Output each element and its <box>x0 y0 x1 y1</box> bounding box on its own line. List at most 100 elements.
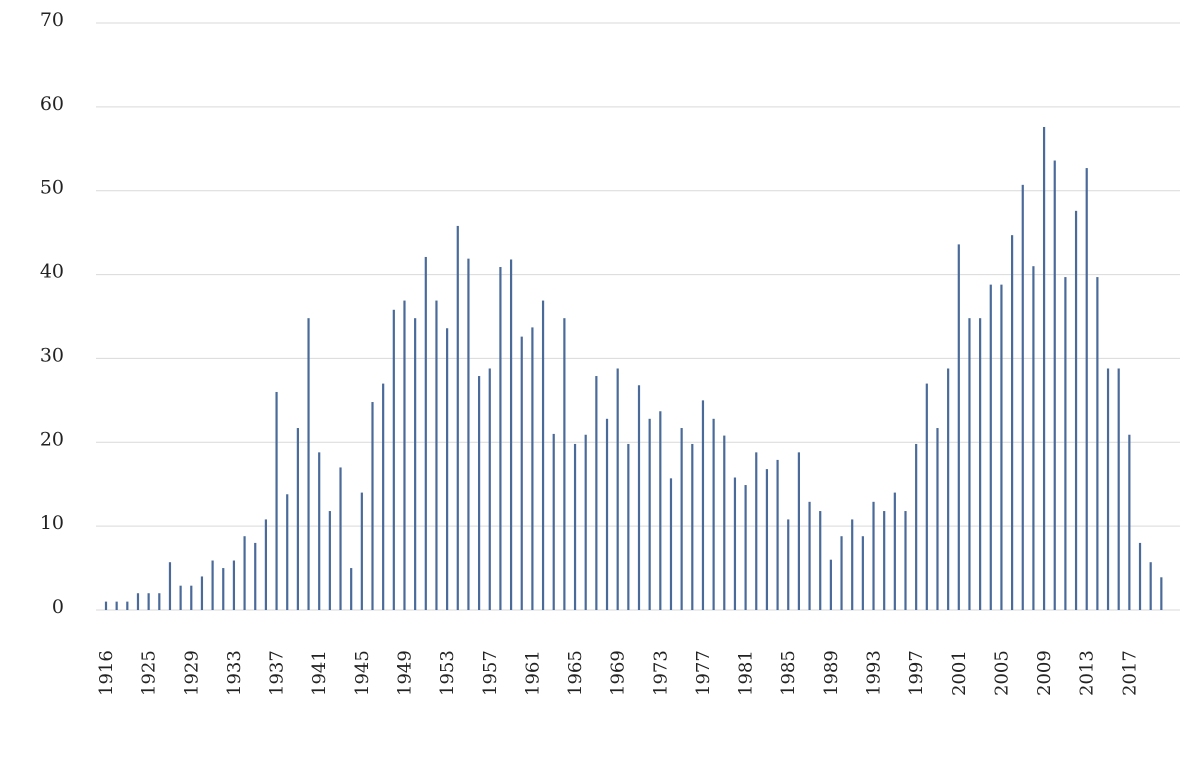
bar-2009 <box>1042 126 1046 610</box>
bar-1948 <box>392 309 395 610</box>
bar-1922 <box>115 601 118 610</box>
y-tick-label: 30 <box>40 344 64 366</box>
bar-2016 <box>1117 368 1120 610</box>
x-tick-label: 1941 <box>309 650 330 696</box>
bar-1989 <box>829 559 832 610</box>
x-tick-label: 1961 <box>522 650 543 696</box>
bar-1985 <box>787 519 790 610</box>
bar-1968 <box>605 418 609 610</box>
bar-1994 <box>883 511 886 610</box>
bar-1940 <box>307 318 310 610</box>
bar-1949 <box>403 300 406 610</box>
bar-1964 <box>563 318 566 610</box>
bar-1945 <box>360 492 363 610</box>
bar-1934 <box>243 536 246 610</box>
bar-1963 <box>552 433 555 610</box>
bar-2019 <box>1149 562 1152 610</box>
x-tick-label: 2005 <box>991 650 1012 696</box>
bar-1933 <box>232 560 236 610</box>
x-tick-label: 2013 <box>1077 650 1098 696</box>
bar-1974 <box>669 478 673 610</box>
bar-1926 <box>158 593 161 610</box>
bar-1960 <box>520 336 523 610</box>
x-tick-label: 1945 <box>352 650 373 696</box>
bar-1995 <box>893 492 896 610</box>
y-tick-label: 20 <box>40 428 64 450</box>
bar-1980 <box>733 477 737 610</box>
bar-1984 <box>776 459 779 610</box>
bar-1978 <box>712 418 715 610</box>
bar-2010 <box>1053 160 1056 610</box>
bar-1969 <box>616 368 619 610</box>
bar-1996 <box>904 511 907 610</box>
bar-1959 <box>509 259 513 610</box>
bar-1927 <box>168 562 172 610</box>
x-tick-label: 1977 <box>693 650 714 696</box>
bar-2001 <box>957 244 960 610</box>
bar-2000 <box>947 368 950 610</box>
bar-1946 <box>371 402 374 610</box>
bar-2008 <box>1032 266 1035 610</box>
y-tick-label: 0 <box>52 596 64 618</box>
bar-1953 <box>446 328 449 610</box>
x-tick-label: 2017 <box>1119 650 1140 696</box>
bar-1999 <box>936 428 939 610</box>
x-tick-label: 1925 <box>139 650 160 696</box>
bar-1993 <box>872 501 875 610</box>
bar-1977 <box>701 400 705 610</box>
bar-2015 <box>1106 368 1110 610</box>
bar-1976 <box>691 443 694 610</box>
bar-2003 <box>979 318 982 610</box>
bar-1988 <box>819 511 822 610</box>
bar-1991 <box>851 519 854 610</box>
bar-1935 <box>254 542 257 610</box>
bar-1956 <box>478 376 481 610</box>
bar-2006 <box>1011 235 1014 610</box>
bar-1916 <box>104 601 108 610</box>
y-tick-label: 60 <box>40 93 64 115</box>
bar-1929 <box>190 585 193 610</box>
bar-1973 <box>659 411 662 610</box>
bar-2002 <box>968 318 971 610</box>
x-tick-label: 1933 <box>224 650 245 696</box>
bar-1970 <box>627 443 630 610</box>
bar-1931 <box>211 560 214 610</box>
x-tick-label: 1916 <box>96 650 117 696</box>
y-tick-label: 10 <box>40 512 64 534</box>
x-tick-label: 2009 <box>1034 650 1055 696</box>
bar-1942 <box>328 511 331 610</box>
bar-1965 <box>573 443 577 610</box>
bar-1928 <box>179 585 182 610</box>
x-tick-label: 1957 <box>480 650 501 696</box>
bar-2012 <box>1074 210 1078 610</box>
x-tick-label: 1949 <box>394 650 415 696</box>
x-tick-label: 1929 <box>181 650 202 696</box>
bar-1930 <box>200 576 204 610</box>
bar-1957 <box>488 368 491 610</box>
x-tick-label: 1997 <box>906 650 927 696</box>
bar-2018 <box>1138 542 1142 610</box>
bar-1983 <box>765 469 769 610</box>
bar-1986 <box>797 452 800 610</box>
x-tick-label: 2001 <box>949 650 970 696</box>
y-tick-label: 50 <box>40 177 64 199</box>
x-tick-label: 1969 <box>608 650 629 696</box>
bar-1971 <box>637 385 641 610</box>
bar-2011 <box>1064 277 1067 610</box>
bar-1943 <box>339 467 342 610</box>
bar-1951 <box>424 256 427 610</box>
bar-1962 <box>541 300 545 610</box>
bars <box>104 126 1163 610</box>
bar-1979 <box>723 435 726 610</box>
bar-2004 <box>989 284 992 610</box>
bar-1998 <box>925 383 928 610</box>
y-tick-label: 70 <box>40 9 64 31</box>
x-tick-label: 1965 <box>565 650 586 696</box>
x-axis-tick-labels: 1916 1925 1929 1933 1937 1941 1945 1949 1953 1957… <box>96 650 1140 696</box>
x-tick-label: 1953 <box>437 650 458 696</box>
bar-1975 <box>680 428 683 610</box>
bar-1961 <box>531 327 534 610</box>
bar-2017 <box>1128 434 1131 610</box>
